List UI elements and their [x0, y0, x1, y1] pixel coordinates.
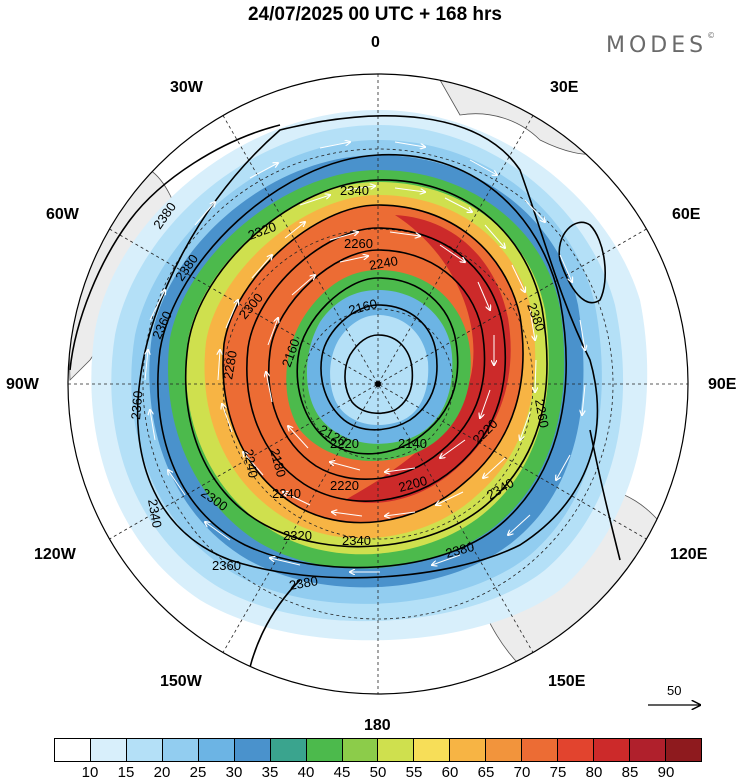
contour-label: 2280 — [220, 349, 240, 380]
contour-label: 2220 — [330, 478, 359, 493]
contour-label: 2240 — [368, 253, 399, 273]
colorbar-tick-label: 80 — [585, 764, 603, 781]
colorbar-swatch — [558, 739, 595, 761]
reference-vector-label: 50 — [667, 683, 682, 698]
colorbar-tick-label: 65 — [477, 764, 495, 781]
contour-label: 2320 — [283, 528, 312, 543]
contour-2180 — [296, 277, 459, 455]
contour-2300 — [222, 204, 524, 524]
brand-name: MODES — [606, 33, 708, 58]
longitude-label-60e: 60E — [672, 206, 701, 223]
colorbar-swatch — [450, 739, 487, 761]
colorbar-tick-label: 85 — [621, 764, 639, 781]
longitude-label-150w: 150W — [160, 673, 202, 690]
contour-label: 2360 — [128, 390, 145, 420]
contour-2260 — [246, 227, 507, 502]
contour-label: 2240 — [272, 486, 301, 501]
colorbar-swatch — [665, 739, 701, 761]
contour-label: 2340 — [145, 498, 165, 529]
colorbar-swatch — [306, 739, 343, 761]
longitude-label-120w: 120W — [34, 546, 76, 563]
contour-label: 2220 — [330, 436, 359, 451]
contour-label: 2260 — [532, 398, 552, 429]
colorbar-swatch — [90, 739, 127, 761]
longitude-label-30e: 30E — [550, 79, 579, 96]
colorbar-tick-label: 55 — [405, 764, 423, 781]
map-boundary — [67, 73, 689, 695]
colorbar-swatch — [234, 739, 271, 761]
contour-2140 — [320, 304, 438, 431]
colorbar-swatch — [486, 739, 523, 761]
reference-vector-arrow — [648, 683, 704, 713]
longitude-label-120e: 120E — [670, 546, 708, 563]
contour-2380-southwest — [69, 124, 281, 371]
contour-label: 2380 — [288, 573, 319, 593]
colorbar-swatch — [270, 739, 307, 761]
contour-2380 — [136, 115, 599, 579]
colorbar-tick-label: 70 — [513, 764, 531, 781]
longitude-label-30w: 30W — [170, 79, 203, 96]
contour-label: 2180 — [267, 447, 289, 479]
colorbar-tick-label: 20 — [153, 764, 171, 781]
modes-logo: MODES© — [606, 31, 716, 58]
contour-2360 — [157, 153, 567, 569]
contour-2120 — [344, 334, 414, 415]
map-title: 24/07/2025 00 UTC + 168 hrs — [247, 4, 503, 25]
colorbar-tick-label: 50 — [369, 764, 387, 781]
colorbar-tick-label: 45 — [333, 764, 351, 781]
colorbar-swatch — [630, 739, 666, 761]
contour-label: 2340 — [340, 183, 369, 198]
colorbar-tick-label: 60 — [441, 764, 459, 781]
contour-2340 — [184, 179, 548, 548]
colorbar-swatch — [162, 739, 199, 761]
longitude-label-0: 0 — [371, 34, 380, 51]
copyright-mark: © — [707, 31, 716, 40]
longitude-label-180: 180 — [364, 717, 391, 734]
colorbar-swatch — [378, 739, 415, 761]
south-pole-marker — [375, 381, 381, 387]
map-disc: 2380 2380 2360 2360 2340 2340 2320 2300 … — [68, 74, 688, 694]
longitude-label-90e: 90E — [708, 376, 737, 393]
shade-85 — [345, 215, 511, 503]
contour-2380-ridge — [558, 221, 606, 304]
longitude-label-90w: 90W — [6, 376, 39, 393]
colorbar-tick-label: 90 — [657, 764, 675, 781]
colorbar-tick-label: 15 — [117, 764, 135, 781]
colorbar-tick-label: 40 — [297, 764, 315, 781]
contour-label: 2200 — [397, 473, 429, 495]
contour-label: 2380 — [444, 539, 476, 561]
longitude-label-150e: 150E — [548, 673, 586, 690]
contour-2380-southeast — [589, 429, 621, 561]
contour-label: 2260 — [344, 236, 373, 251]
colorbar-swatch — [55, 739, 91, 761]
longitude-label-60w: 60W — [46, 206, 79, 223]
colorbar-tick-label: 10 — [81, 764, 99, 781]
contour-label: 2340 — [342, 533, 371, 548]
colorbar-tick-label: 75 — [549, 764, 567, 781]
wind-speed-colorbar — [54, 738, 702, 762]
contour-label: 2160 — [347, 296, 379, 318]
colorbar-swatch — [594, 739, 630, 761]
colorbar-tick-label: 30 — [225, 764, 243, 781]
colorbar-swatch — [198, 739, 235, 761]
colorbar-tick-label: 25 — [189, 764, 207, 781]
height-contours — [69, 115, 621, 694]
contour-label: 2240 — [241, 448, 261, 479]
wind-vectors — [144, 142, 585, 572]
colorbar-swatch — [342, 739, 379, 761]
contour-label: 2360 — [212, 558, 241, 573]
colorbar-swatch — [414, 739, 451, 761]
contour-label: 2140 — [398, 436, 427, 451]
colorbar-swatch — [126, 739, 163, 761]
colorbar-tick-label: 35 — [261, 764, 279, 781]
colorbar-swatch — [522, 739, 559, 761]
